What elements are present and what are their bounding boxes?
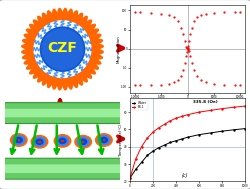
Water [186, 136, 189, 138]
Polygon shape [22, 9, 103, 90]
FB-1 [152, 131, 154, 133]
Water [169, 141, 172, 144]
FancyBboxPatch shape [61, 140, 64, 142]
FancyBboxPatch shape [4, 158, 121, 179]
Circle shape [96, 134, 112, 146]
FB-1 [128, 177, 132, 179]
Text: (c): (c) [182, 173, 188, 178]
Water [209, 132, 212, 134]
Water [163, 144, 166, 146]
FancyBboxPatch shape [82, 141, 84, 143]
FancyBboxPatch shape [38, 141, 41, 143]
Water [134, 168, 137, 170]
FB-1 [157, 127, 160, 129]
FB-1 [174, 117, 178, 119]
Circle shape [56, 136, 68, 145]
Water [198, 133, 200, 136]
FB-1 [220, 108, 224, 110]
FancyBboxPatch shape [4, 164, 120, 173]
Line: FB-1: FB-1 [129, 105, 246, 179]
Y-axis label: Magnetization: Magnetization [116, 35, 120, 63]
Circle shape [42, 29, 83, 70]
FancyBboxPatch shape [103, 139, 105, 141]
Circle shape [80, 139, 87, 144]
X-axis label: Applied Field(Oe): Applied Field(Oe) [171, 100, 204, 104]
FB-1 [134, 158, 137, 160]
Water [220, 130, 224, 132]
Circle shape [98, 136, 110, 145]
FB-1 [232, 106, 235, 108]
Water [157, 146, 160, 149]
Circle shape [54, 135, 71, 147]
FancyBboxPatch shape [4, 103, 121, 123]
Circle shape [10, 134, 27, 146]
Text: CZF: CZF [48, 41, 78, 55]
FB-1 [169, 120, 172, 122]
Circle shape [40, 27, 84, 71]
FB-1 [163, 123, 166, 125]
FB-1 [180, 115, 183, 118]
Circle shape [77, 137, 89, 146]
Water [140, 161, 143, 163]
Circle shape [34, 137, 46, 146]
Water [128, 177, 132, 179]
FancyBboxPatch shape [18, 139, 20, 141]
FB-1 [146, 137, 149, 139]
Water [152, 150, 154, 152]
FB-1 [198, 111, 200, 113]
Circle shape [13, 136, 25, 145]
Water [146, 154, 149, 156]
Water [174, 140, 178, 142]
Water [244, 127, 246, 130]
FB-1 [244, 105, 246, 107]
FB-1 [140, 146, 143, 148]
FB-1 [186, 114, 189, 116]
Legend: Water, FB-1: Water, FB-1 [132, 100, 148, 110]
FB-1 [209, 109, 212, 112]
Circle shape [59, 138, 66, 143]
Circle shape [31, 136, 48, 148]
Text: 335.8 (Oe): 335.8 (Oe) [193, 100, 218, 104]
Circle shape [31, 18, 94, 80]
Circle shape [100, 137, 107, 143]
Circle shape [75, 136, 92, 148]
Y-axis label: Temperature(°C): Temperature(°C) [119, 124, 123, 156]
FancyBboxPatch shape [4, 109, 120, 117]
Line: Water: Water [129, 128, 246, 179]
Water [180, 138, 183, 140]
Water [232, 129, 235, 131]
Circle shape [15, 137, 22, 143]
Circle shape [36, 139, 43, 144]
